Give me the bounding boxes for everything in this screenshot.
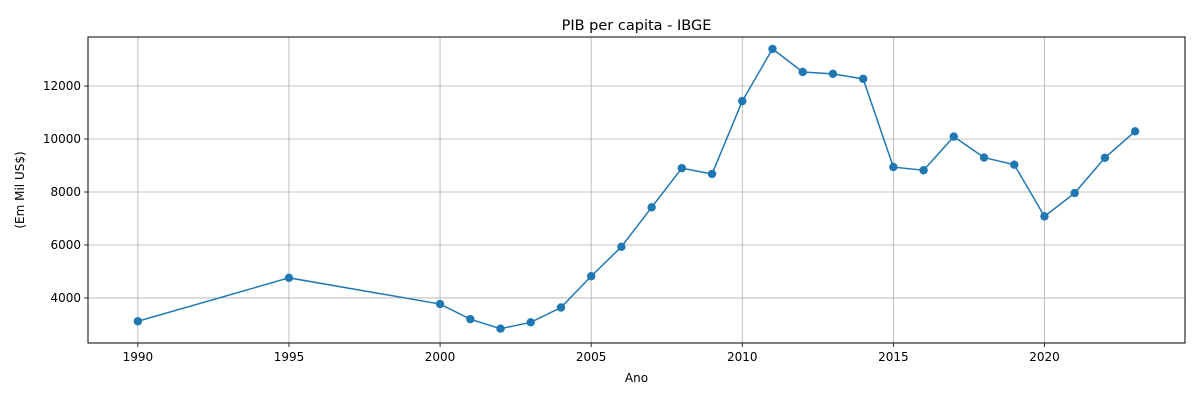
data-point: [768, 44, 777, 54]
x-tick-label: 2020: [1029, 350, 1060, 364]
plot-frame: [87, 36, 1186, 344]
data-point: [828, 69, 838, 79]
data-point: [526, 318, 535, 327]
data-point: [738, 96, 747, 106]
data-point: [919, 166, 928, 175]
data-point: [979, 153, 989, 162]
x-tick-label: 1995: [274, 350, 305, 364]
data-point: [858, 74, 868, 84]
data-point: [798, 67, 807, 77]
data-point: [435, 299, 445, 309]
data-point: [707, 169, 717, 179]
data-point: [1010, 160, 1019, 169]
x-tick-label: 2010: [727, 350, 758, 364]
y-axis-ticks: 4000 6000 8000 10000 12000: [43, 79, 88, 305]
x-tick-label: 1990: [123, 350, 154, 364]
data-point: [617, 242, 626, 252]
data-point: [466, 314, 475, 324]
data-point: [133, 317, 143, 326]
x-axis-ticks: 1990 1995 2000 2005 2010 2015 2020: [123, 343, 1060, 364]
y-tick-label: 4000: [50, 291, 81, 305]
y-tick-label: 8000: [50, 185, 81, 199]
data-point: [556, 303, 566, 312]
data-point: [284, 273, 294, 283]
data-point: [949, 132, 959, 141]
chart-title: PIB per capita - IBGE: [562, 18, 712, 34]
data-point: [1040, 212, 1049, 221]
y-tick-label: 12000: [43, 79, 81, 93]
x-tick-label: 2015: [878, 350, 909, 364]
data-point: [1100, 153, 1110, 163]
data-point: [889, 162, 898, 172]
data-point: [1070, 188, 1079, 198]
y-tick-label: 10000: [43, 132, 81, 146]
x-tick-label: 2005: [576, 350, 607, 364]
data-point: [647, 203, 656, 212]
data-point: [586, 272, 596, 281]
y-tick-label: 6000: [50, 238, 81, 252]
data-point: [677, 163, 687, 173]
series-line: [137, 47, 1136, 330]
grid-lines: [88, 37, 1185, 343]
x-tick-label: 2000: [425, 350, 456, 364]
data-point: [1130, 127, 1140, 136]
data-series: [133, 44, 1140, 333]
y-axis-label: (Em Mil US$): [13, 151, 27, 228]
data-point: [496, 324, 505, 333]
x-axis-label: Ano: [625, 371, 648, 385]
